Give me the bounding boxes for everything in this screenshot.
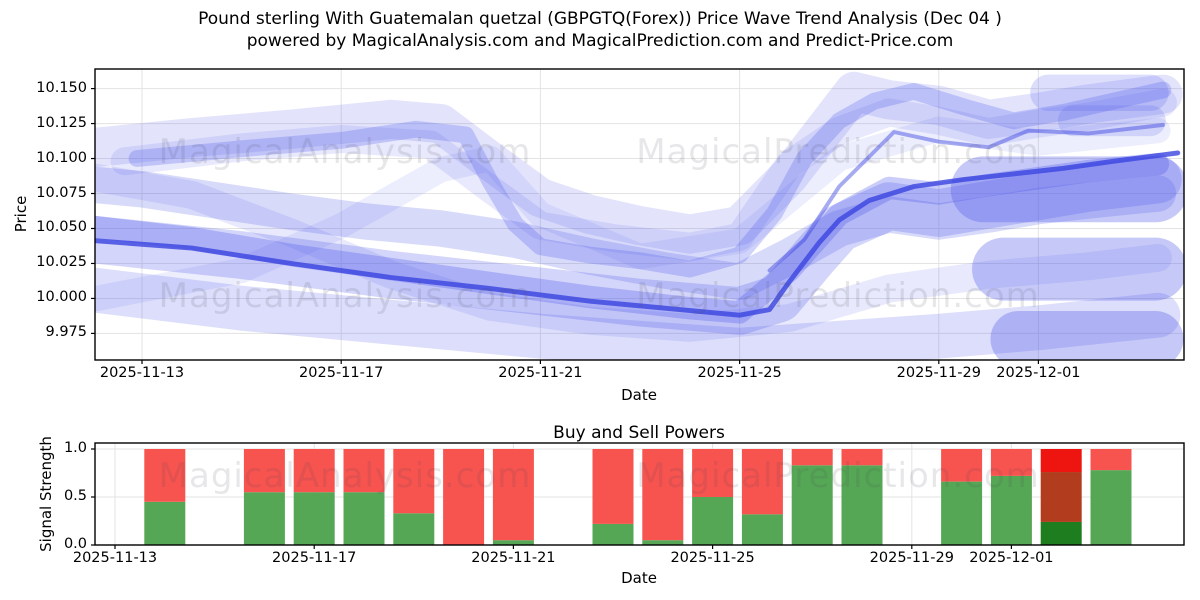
bar-buy-segment [492, 540, 534, 545]
bar-buy-segment [592, 523, 634, 545]
price-band [128, 81, 1172, 278]
y-tick-label: 10.100 [36, 150, 87, 166]
price-xaxis-label: Date [621, 386, 657, 404]
price-band [95, 71, 1183, 254]
bar-sell-segment [791, 449, 833, 466]
power-bar-group [144, 449, 1132, 545]
y-tick-label: 10.025 [36, 254, 87, 270]
watermark-magicalprediction: MagicalPrediction.com [636, 456, 1040, 496]
title-line-1: Pound sterling With Guatemalan quetzal (… [198, 9, 1002, 29]
bar-sell-segment [492, 449, 534, 541]
price-band [95, 267, 1181, 360]
bar-buy-segment [642, 540, 684, 545]
bar-buy-segment [941, 481, 983, 545]
bar-buy-segment [243, 492, 285, 545]
y-tick-label: 10.075 [36, 185, 87, 201]
watermark-magicalanalysis: MagicalAnalysis.com [158, 276, 532, 316]
bar-highlight-segment [1040, 521, 1082, 545]
bar-sell-segment [393, 449, 435, 514]
bar-sell-segment [293, 449, 335, 493]
watermark-magicalanalysis: MagicalAnalysis.com [158, 132, 532, 172]
bar-buy-segment [293, 492, 335, 545]
bar-buy-segment [841, 465, 883, 545]
bar-sell-segment [692, 449, 734, 497]
bar-buy-segment [343, 492, 385, 545]
price-band [95, 166, 1177, 300]
y-tick-label: 0.0 [63, 536, 87, 552]
title-line-2: powered by MagicalAnalysis.com and Magic… [246, 31, 954, 51]
bar-sell-segment [144, 449, 186, 502]
price-band [95, 116, 1171, 312]
watermark-magicalanalysis: MagicalAnalysis.com [158, 456, 532, 496]
bar-sell-segment [243, 449, 285, 493]
y-tick-label: 1.0 [63, 440, 87, 456]
bar-buy-segment [144, 501, 186, 545]
x-tick-label: 2025-11-29 [869, 550, 954, 566]
price-band [95, 152, 1170, 324]
x-tick-label: 2025-12-01 [996, 365, 1081, 381]
bar-sell-segment [741, 449, 783, 515]
x-tick-label: 2025-11-25 [697, 365, 782, 381]
x-tick-label: 2025-12-01 [969, 550, 1054, 566]
x-tick-label: 2025-11-21 [471, 550, 556, 566]
bar-buy-segment [692, 497, 734, 545]
bar-buy-segment [791, 465, 833, 545]
power-xaxis-label: Date [621, 569, 657, 587]
price-band [95, 155, 1182, 335]
x-tick-label: 2025-11-17 [299, 365, 384, 381]
watermark-magicalprediction: MagicalPrediction.com [636, 276, 1040, 316]
x-tick-label: 2025-11-25 [670, 550, 755, 566]
watermark-magicalprediction: MagicalPrediction.com [636, 132, 1040, 172]
price-secondary-line [767, 123, 1165, 273]
price-band [95, 163, 1172, 342]
bar-sell-segment [592, 449, 634, 524]
power-chart-title: Buy and Sell Powers [553, 423, 725, 443]
y-tick-label: 10.050 [36, 219, 87, 235]
price-band-group [95, 71, 1184, 360]
y-tick-label: 0.5 [63, 488, 87, 504]
bar-buy-segment [393, 513, 435, 545]
x-tick-label: 2025-11-29 [896, 365, 981, 381]
bar-sell-segment [642, 449, 684, 541]
x-tick-label: 2025-11-17 [272, 550, 357, 566]
price-band [110, 88, 1177, 261]
y-tick-label: 9.975 [45, 324, 87, 340]
y-tick-label: 10.150 [36, 80, 87, 96]
price-main-line [95, 150, 1181, 318]
bar-sell-segment [841, 449, 883, 466]
bar-sell-segment [941, 449, 983, 482]
bar-buy-segment [741, 514, 783, 545]
bar-sell-segment [990, 449, 1032, 476]
bar-sell-segment [1090, 449, 1132, 471]
y-tick-label: 10.000 [36, 289, 87, 305]
bar-sell-segment [343, 449, 385, 493]
x-tick-label: 2025-11-13 [72, 550, 158, 566]
x-tick-label: 2025-11-21 [498, 365, 583, 381]
y-tick-label: 10.125 [36, 115, 87, 131]
axis-spine [94, 442, 1185, 546]
bar-buy-segment [990, 475, 1032, 545]
figure-title: Pound sterling With Guatemalan quetzal (… [0, 8, 1200, 52]
x-tick-label: 2025-11-13 [99, 365, 185, 381]
axis-spine [94, 68, 1185, 361]
bar-highlight-segment [1040, 472, 1082, 522]
bar-buy-segment [1090, 470, 1132, 545]
bar-sell-segment [443, 449, 485, 545]
bar-highlight-segment [1040, 449, 1082, 472]
